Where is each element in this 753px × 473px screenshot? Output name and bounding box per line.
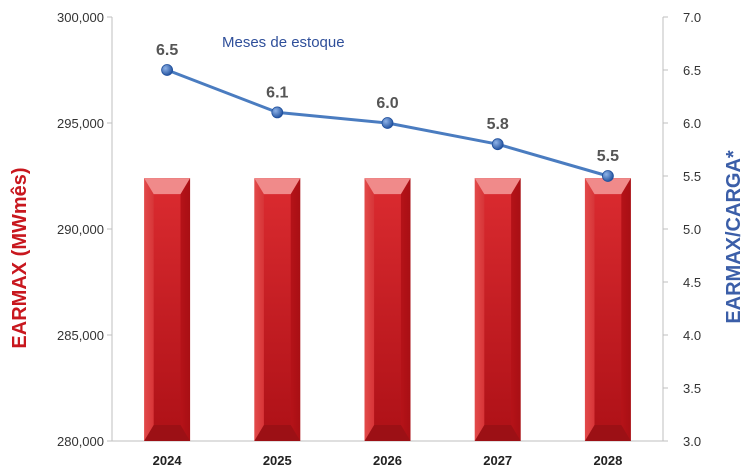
right-tick-label: 6.0 bbox=[683, 116, 701, 131]
x-tick-label: 2028 bbox=[593, 453, 622, 468]
line-point bbox=[381, 117, 394, 129]
right-tick-label: 5.5 bbox=[683, 169, 701, 184]
data-label: 6.0 bbox=[376, 95, 398, 112]
left-tick-label: 280,000 bbox=[57, 434, 104, 449]
bar bbox=[254, 178, 301, 441]
data-label: 6.5 bbox=[156, 42, 178, 59]
left-tick-label: 300,000 bbox=[57, 10, 104, 25]
data-label: 5.8 bbox=[487, 116, 509, 133]
right-tick-label: 6.5 bbox=[683, 63, 701, 78]
x-tick-label: 2025 bbox=[263, 453, 292, 468]
right-tick-label: 4.0 bbox=[683, 328, 701, 343]
x-tick-label: 2026 bbox=[373, 453, 402, 468]
left-tick-label: 285,000 bbox=[57, 328, 104, 343]
left-tick-label: 290,000 bbox=[57, 222, 104, 237]
line-point bbox=[271, 106, 284, 119]
right-tick-label: 5.0 bbox=[683, 222, 701, 237]
bar bbox=[364, 178, 411, 441]
line-point bbox=[161, 64, 174, 76]
series-label: Meses de estoque bbox=[222, 34, 345, 51]
line-point bbox=[491, 138, 504, 151]
left-tick-label: 295,000 bbox=[57, 116, 104, 131]
y-axis-label-right: EARMAX/CARGA* bbox=[723, 150, 745, 324]
x-tick-label: 2024 bbox=[153, 453, 183, 468]
right-tick-label: 7.0 bbox=[683, 10, 701, 25]
bar bbox=[474, 178, 521, 441]
y-axis-label-left: EARMAX (MWmês) bbox=[9, 167, 31, 348]
left-ticks: 280,000 285,000 290,000 295,000 300,000 bbox=[57, 10, 112, 449]
bars bbox=[144, 178, 631, 441]
line-series: 6.5 6.1 6.0 5.8 5.5 bbox=[156, 42, 619, 182]
bar bbox=[584, 178, 631, 441]
right-tick-label: 4.5 bbox=[683, 275, 701, 290]
data-label: 6.1 bbox=[266, 84, 288, 101]
x-ticks: 2024 2025 2026 2027 2028 bbox=[153, 453, 623, 468]
right-ticks: 3.0 3.5 4.0 4.5 5.0 5.5 6.0 6.5 7.0 bbox=[663, 10, 701, 449]
x-tick-label: 2027 bbox=[483, 453, 512, 468]
right-tick-label: 3.5 bbox=[683, 381, 701, 396]
right-tick-label: 3.0 bbox=[683, 434, 701, 449]
line-point bbox=[602, 170, 614, 182]
bar bbox=[144, 178, 191, 441]
data-label: 5.5 bbox=[597, 148, 619, 165]
